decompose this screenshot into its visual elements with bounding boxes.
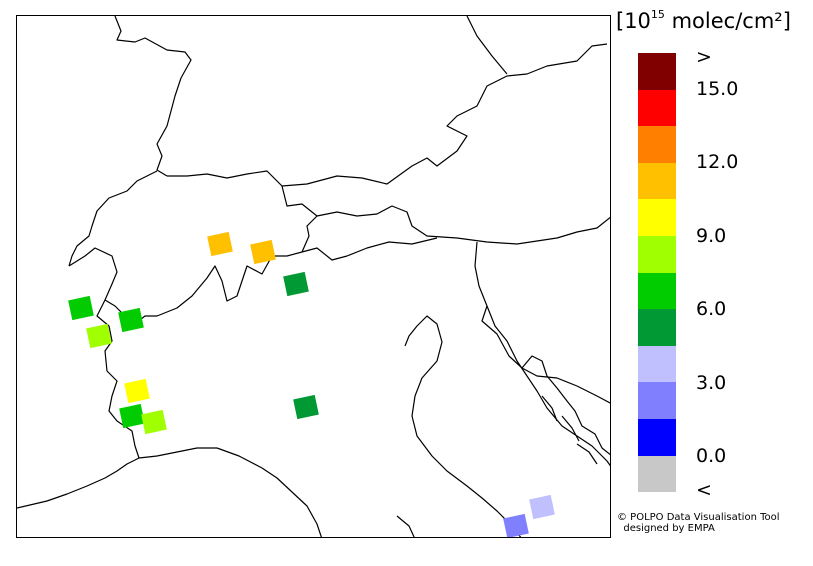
- border-line: [68, 215, 318, 327]
- colorbar-swatch: [638, 89, 676, 127]
- colorbar-swatch: [638, 235, 676, 273]
- colorbar-swatch: [638, 272, 676, 310]
- border-line: [396, 515, 415, 537]
- unit-label: [1015 molec/cm²]: [616, 8, 791, 33]
- colorbar-swatch: [638, 345, 676, 383]
- data-cell[interactable]: [503, 513, 529, 538]
- colorbar-tick-label: 15.0: [696, 78, 739, 100]
- border-line: [17, 299, 140, 509]
- colorbar-tick-label: 12.0: [696, 151, 739, 173]
- border-line: [301, 237, 438, 261]
- map-svg: [17, 16, 610, 538]
- data-cell[interactable]: [86, 323, 112, 349]
- map-panel[interactable]: [16, 15, 611, 538]
- border-line: [68, 170, 158, 267]
- colorbar-tick-label: <: [696, 479, 712, 501]
- coast-line: [404, 315, 522, 537]
- data-cell[interactable]: [529, 494, 555, 520]
- data-cell[interactable]: [141, 409, 167, 435]
- data-cell[interactable]: [207, 231, 233, 257]
- coast-line: [138, 447, 322, 537]
- border-line: [114, 16, 192, 177]
- border-line: [474, 241, 610, 404]
- colorbar-swatch: [638, 382, 676, 419]
- credit-text: © POLPO Data Visualisation Tool designed…: [617, 512, 780, 534]
- coast-line: [521, 355, 610, 456]
- data-cell[interactable]: [118, 307, 144, 333]
- colorbar-tick-label: 3.0: [696, 372, 727, 394]
- coast-line: [486, 305, 610, 467]
- colorbar: [638, 53, 676, 493]
- data-cell[interactable]: [293, 394, 319, 420]
- data-cell[interactable]: [124, 378, 150, 404]
- colorbar-swatch: [638, 126, 676, 163]
- data-cell[interactable]: [68, 295, 94, 321]
- colorbar-tick-label: >: [696, 46, 712, 68]
- colorbar-tick-label: 6.0: [696, 298, 727, 320]
- colorbar-tick-label: 0.0: [696, 445, 727, 467]
- island-line: [541, 395, 598, 465]
- legend: [1015 molec/cm²] >15.0 12.0 9.0 6.0 3.0 0.0 < …: [612, 0, 813, 566]
- data-cell[interactable]: [283, 271, 309, 297]
- colorbar-swatch: [638, 309, 676, 346]
- colorbar-swatch: [638, 199, 676, 236]
- border-line: [281, 43, 608, 187]
- border-line: [167, 170, 610, 245]
- colorbar-swatch: [638, 53, 676, 90]
- colorbar-tick-label: 9.0: [696, 225, 727, 247]
- data-cell[interactable]: [119, 403, 145, 429]
- border-line: [466, 16, 508, 75]
- data-cell[interactable]: [250, 239, 276, 265]
- cells-layer: [68, 231, 555, 538]
- colorbar-swatch: [638, 162, 676, 200]
- colorbar-swatch: [638, 455, 676, 493]
- colorbar-swatch: [638, 418, 676, 456]
